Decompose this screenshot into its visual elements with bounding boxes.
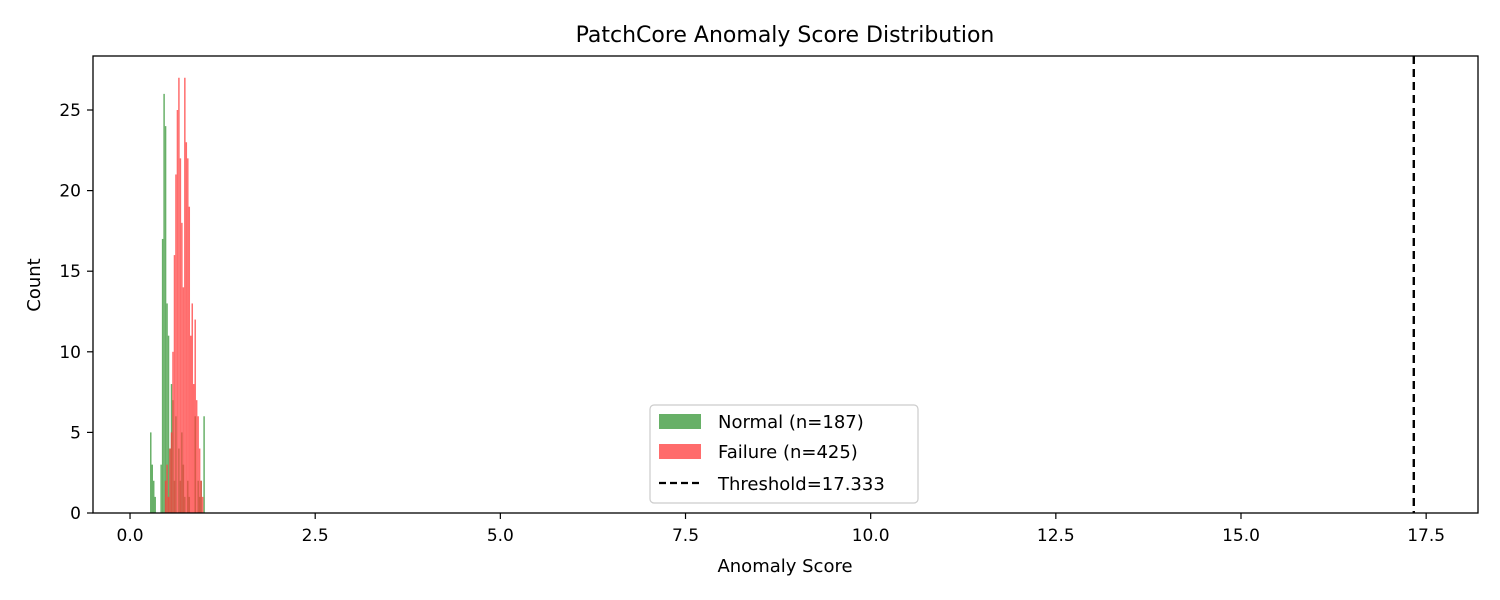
chart-title: PatchCore Anomaly Score Distribution bbox=[576, 23, 995, 48]
x-tick-label: 15.0 bbox=[1222, 526, 1260, 546]
histogram-bar-normal bbox=[167, 335, 170, 513]
histogram-bar-normal bbox=[150, 432, 152, 513]
y-tick-label: 0 bbox=[70, 504, 81, 524]
histogram-bar-normal bbox=[164, 126, 167, 514]
plot-frame bbox=[92, 55, 1479, 514]
x-tick-label: 12.5 bbox=[1037, 526, 1075, 546]
legend-box bbox=[649, 404, 919, 504]
histogram-bar-normal bbox=[203, 416, 205, 513]
histogram-bar-failure bbox=[170, 432, 173, 513]
x-axis-ticks: 0.0 2.5 5.0 7.5 10.0 12.5 15.0 17.5 bbox=[117, 513, 1445, 546]
histogram-bar-failure bbox=[195, 400, 198, 513]
y-tick-label: 10 bbox=[59, 343, 81, 363]
y-axis-ticks: 0 5 10 15 20 25 bbox=[59, 101, 93, 524]
legend-label-threshold: Threshold=17.333 bbox=[717, 474, 885, 495]
histogram-bar-failure bbox=[173, 255, 176, 513]
histogram-bar-normal bbox=[161, 238, 164, 513]
histogram-bar-failure bbox=[179, 158, 182, 514]
histogram-bar-failure bbox=[200, 480, 202, 513]
histogram-bar-failure bbox=[190, 335, 192, 513]
histogram-bar-failure bbox=[175, 174, 177, 514]
histogram-bar-failure bbox=[187, 158, 189, 514]
histogram-bar-failure bbox=[194, 319, 196, 513]
y-tick-label: 25 bbox=[59, 101, 81, 121]
legend-swatch-normal bbox=[659, 414, 701, 429]
histogram-bar-normal bbox=[152, 480, 155, 513]
histogram-bar-failure bbox=[169, 448, 171, 513]
histogram-bar-failure bbox=[164, 480, 167, 513]
x-tick-label: 5.0 bbox=[487, 526, 514, 546]
histogram-bar-failure bbox=[181, 222, 183, 513]
histogram-bar-failure bbox=[191, 303, 193, 513]
histogram-bar-normal bbox=[151, 464, 153, 513]
legend-swatch-failure bbox=[659, 444, 701, 459]
y-axis-label: Count bbox=[24, 258, 45, 311]
histogram-bar-normal bbox=[163, 93, 165, 513]
histogram-bar-failure bbox=[172, 351, 174, 513]
legend: Normal (n=187) Failure (n=425) Threshold… bbox=[649, 404, 919, 504]
y-tick-label: 20 bbox=[59, 182, 81, 202]
histogram-bar-failure bbox=[182, 287, 185, 513]
legend-label-normal: Normal (n=187) bbox=[718, 412, 864, 433]
histogram-bar-failure bbox=[178, 77, 180, 513]
histogram-bar-failure bbox=[192, 384, 195, 513]
x-tick-label: 17.5 bbox=[1407, 526, 1445, 546]
histogram-bar-normal bbox=[160, 464, 162, 513]
x-tick-label: 2.5 bbox=[302, 526, 329, 546]
y-tick-label: 5 bbox=[70, 423, 81, 443]
histogram-bar-failure bbox=[201, 496, 204, 513]
histogram-bar-failure bbox=[166, 464, 168, 513]
x-axis-label: Anomaly Score bbox=[717, 556, 852, 577]
histogram-bar-failure bbox=[185, 142, 188, 514]
histogram-bar-failure bbox=[188, 206, 191, 513]
x-tick-label: 0.0 bbox=[117, 526, 144, 546]
histogram-bar-normal bbox=[154, 496, 156, 513]
histogram-bar-failure bbox=[176, 110, 179, 513]
histogram-bar-failure bbox=[167, 496, 170, 513]
histogram-bar-failure bbox=[198, 448, 201, 513]
x-tick-label: 10.0 bbox=[852, 526, 890, 546]
histogram-bar-failure bbox=[184, 77, 186, 513]
histogram-bar-failure bbox=[197, 416, 199, 513]
bars-layer bbox=[150, 77, 205, 514]
y-tick-label: 15 bbox=[59, 262, 81, 282]
x-tick-label: 7.5 bbox=[672, 526, 699, 546]
histogram-bar-normal bbox=[166, 303, 168, 513]
legend-label-failure: Failure (n=425) bbox=[718, 442, 858, 463]
